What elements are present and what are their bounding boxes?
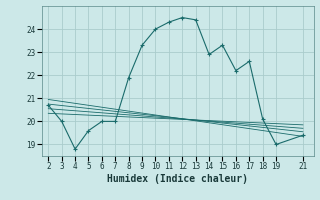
X-axis label: Humidex (Indice chaleur): Humidex (Indice chaleur) [107,174,248,184]
